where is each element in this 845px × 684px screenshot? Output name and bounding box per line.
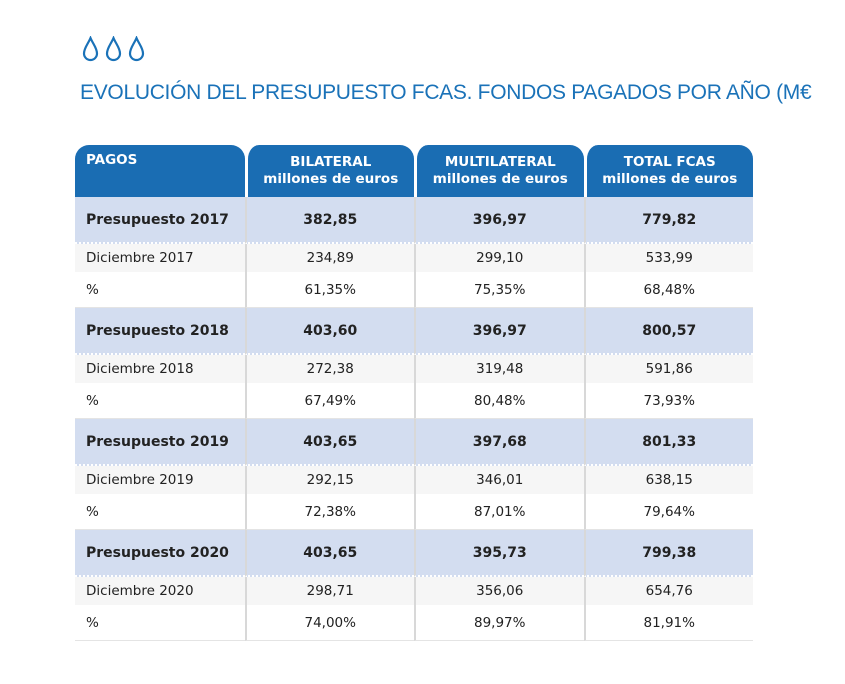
budget-table: PAGOS BILATERAL millones de euros MULTILATE… (75, 145, 753, 641)
table-cell: 68,48% (583, 272, 753, 308)
table-cell: 403,65 (244, 419, 414, 466)
table-cell: 779,82 (583, 197, 753, 244)
column-header: BILATERAL millones de euros (244, 145, 414, 197)
table-cell: 73,93% (583, 383, 753, 419)
water-drop-icon (128, 36, 145, 62)
table-cell: 591,86 (583, 355, 753, 383)
table-cell: Presupuesto 2019 (75, 419, 245, 466)
table-cell: 79,64% (583, 494, 753, 530)
table-cell: 800,57 (583, 308, 753, 355)
table-cell: 395,73 (414, 530, 584, 577)
table-cell: 799,38 (583, 530, 753, 577)
table-cell: 654,76 (583, 577, 753, 605)
table-cell: 74,00% (244, 605, 414, 641)
table-cell: % (75, 605, 245, 641)
header-row: PAGOS BILATERAL millones de euros MULTILATE… (75, 145, 753, 197)
column-header-title: MULTILATERAL (444, 154, 556, 170)
column-header-unit: millones de euros (602, 171, 738, 187)
table-cell: 272,38 (244, 355, 414, 383)
table-cell: % (75, 494, 245, 530)
table-row: Presupuesto 2017 382,85 396,97 779,82 (75, 197, 753, 244)
water-drops-logo (82, 36, 145, 62)
table-row: Diciembre 2020 298,71 356,06 654,76 (75, 577, 753, 605)
table-cell: 81,91% (583, 605, 753, 641)
table-cell: 638,15 (583, 466, 753, 494)
table-cell: 234,89 (244, 244, 414, 272)
water-drop-icon (105, 36, 122, 62)
table-row: Diciembre 2017 234,89 299,10 533,99 (75, 244, 753, 272)
table-row: Presupuesto 2019 403,65 397,68 801,33 (75, 419, 753, 466)
table-row: % 72,38% 87,01% 79,64% (75, 494, 753, 530)
column-header: MULTILATERAL millones de euros (414, 145, 584, 197)
table-cell: Diciembre 2019 (75, 466, 245, 494)
table-cell: Presupuesto 2020 (75, 530, 245, 577)
column-header: PAGOS (75, 145, 245, 197)
table-cell: 87,01% (414, 494, 584, 530)
table-cell: % (75, 383, 245, 419)
table-row: % 67,49% 80,48% 73,93% (75, 383, 753, 419)
table-cell: 67,49% (244, 383, 414, 419)
table-cell: 299,10 (414, 244, 584, 272)
table-cell: Diciembre 2020 (75, 577, 245, 605)
table-cell: 346,01 (414, 466, 584, 494)
table-cell: % (75, 272, 245, 308)
table-cell: 292,15 (244, 466, 414, 494)
table-row: % 74,00% 89,97% 81,91% (75, 605, 753, 641)
table-cell: 319,48 (414, 355, 584, 383)
table-cell: 72,38% (244, 494, 414, 530)
table-cell: Diciembre 2018 (75, 355, 245, 383)
table-cell: 382,85 (244, 197, 414, 244)
table-cell: 801,33 (583, 419, 753, 466)
table-cell: 397,68 (414, 419, 584, 466)
page-title: EVOLUCIÓN DEL PRESUPUESTO FCAS. FONDOS P… (80, 81, 812, 104)
table-row: Diciembre 2019 292,15 346,01 638,15 (75, 466, 753, 494)
table-row: % 61,35% 75,35% 68,48% (75, 272, 753, 308)
table-cell: 403,65 (244, 530, 414, 577)
table-cell: 396,97 (414, 308, 584, 355)
column-header-title: TOTAL FCAS (623, 154, 716, 170)
column-header-unit: millones de euros (432, 171, 568, 187)
table-cell: 403,60 (244, 308, 414, 355)
column-header-title: PAGOS (86, 152, 138, 168)
table-cell: 533,99 (583, 244, 753, 272)
table-cell: 61,35% (244, 272, 414, 308)
column-header: TOTAL FCAS millones de euros (583, 145, 753, 197)
table-row: Diciembre 2018 272,38 319,48 591,86 (75, 355, 753, 383)
column-header-title: BILATERAL (290, 154, 372, 170)
table-body: Presupuesto 2017 382,85 396,97 779,82 Diciem… (75, 197, 753, 641)
table-cell: 298,71 (244, 577, 414, 605)
table-cell: 356,06 (414, 577, 584, 605)
table-cell: Presupuesto 2017 (75, 197, 245, 244)
table-cell: Diciembre 2017 (75, 244, 245, 272)
table-cell: 75,35% (414, 272, 584, 308)
table-cell: 89,97% (414, 605, 584, 641)
table-cell: 396,97 (414, 197, 584, 244)
table-row: Presupuesto 2020 403,65 395,73 799,38 (75, 530, 753, 577)
column-header-unit: millones de euros (263, 171, 399, 187)
water-drop-icon (82, 36, 99, 62)
table-cell: 80,48% (414, 383, 584, 419)
table-cell: Presupuesto 2018 (75, 308, 245, 355)
table-row: Presupuesto 2018 403,60 396,97 800,57 (75, 308, 753, 355)
